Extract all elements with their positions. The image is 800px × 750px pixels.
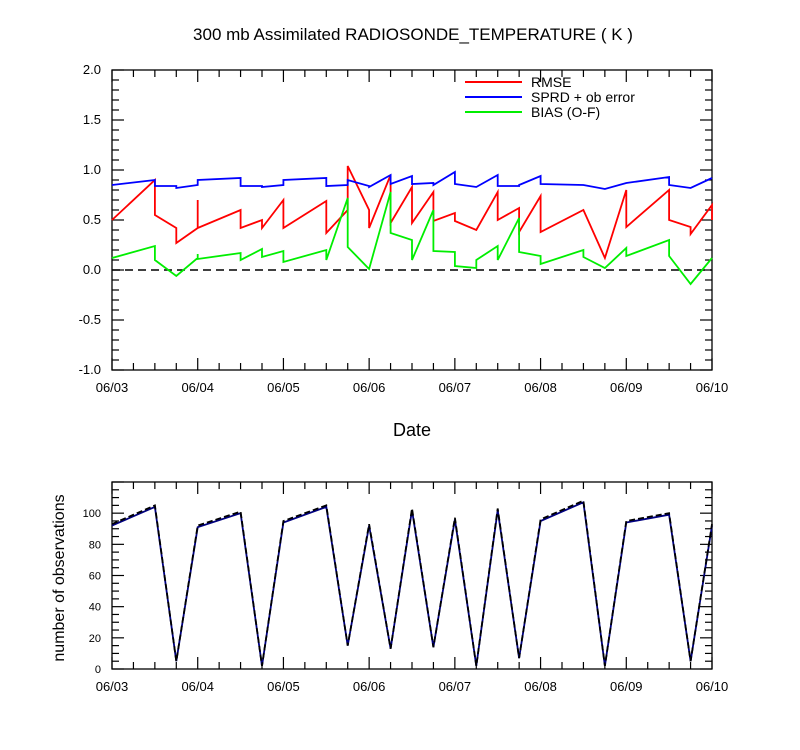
chart-title: 300 mb Assimilated RADIOSONDE_TEMPERATUR… — [193, 25, 633, 44]
top-y-tick-label: 2.0 — [83, 62, 101, 77]
legend-label-0: RMSE — [531, 74, 571, 90]
top-y-tick-label: -1.0 — [79, 362, 101, 377]
top-y-tick-label: 1.5 — [83, 112, 101, 127]
bottom-y-axis-label: number of observations — [51, 494, 68, 661]
top-y-tick-label: -0.5 — [79, 312, 101, 327]
bottom-plot-area: 06/03 06/04 06/05 06/06 06/07 06/08 06/09 06/10… — [83, 481, 729, 694]
bottom-y-tick-label: 20 — [89, 633, 101, 645]
bottom-series-1 — [111, 499, 713, 667]
bottom-y-tick-label: 40 — [89, 602, 101, 614]
top-x-tick-label: 06/04 — [181, 380, 214, 395]
top-series-2 — [111, 191, 713, 286]
bottom-y-tick-label: 60 — [89, 571, 101, 583]
bottom-x-tick-label: 06/06 — [353, 679, 386, 694]
top-x-tick-label: 06/07 — [439, 380, 472, 395]
bottom-y-tick-label: 100 — [83, 508, 101, 520]
top-y-tick-label: 1.0 — [83, 162, 101, 177]
bottom-y-tick-label: 80 — [89, 539, 101, 551]
top-series-0 — [111, 165, 713, 261]
top-x-tick-label: 06/05 — [267, 380, 300, 395]
x-axis-label: Date — [393, 420, 431, 440]
bottom-x-tick-label: 06/09 — [610, 679, 643, 694]
top-x-tick-label: 06/06 — [353, 380, 386, 395]
bottom-series-0 — [111, 500, 713, 667]
top-y-tick-label: 0.0 — [83, 262, 101, 277]
top-series-1 — [111, 170, 713, 190]
legend-label-2: BIAS (O-F) — [531, 104, 600, 120]
bottom-x-tick-label: 06/05 — [267, 679, 300, 694]
top-y-tick-label: 0.5 — [83, 212, 101, 227]
bottom-x-tick-label: 06/03 — [96, 679, 129, 694]
bottom-x-tick-label: 06/10 — [696, 679, 729, 694]
top-x-tick-label: 06/08 — [524, 380, 557, 395]
bottom-y-tick-label: 0 — [95, 664, 101, 676]
top-plot-area: 06/03 06/04 06/05 06/06 06/07 06/08 06/09 06/10… — [79, 62, 729, 395]
top-x-tick-label: 06/09 — [610, 380, 643, 395]
top-x-tick-label: 06/10 — [696, 380, 729, 395]
bottom-x-tick-label: 06/08 — [524, 679, 557, 694]
bottom-x-tick-label: 06/04 — [181, 679, 214, 694]
bottom-x-tick-label: 06/07 — [439, 679, 472, 694]
top-x-tick-label: 06/03 — [96, 380, 129, 395]
legend-label-1: SPRD + ob error — [531, 89, 635, 105]
